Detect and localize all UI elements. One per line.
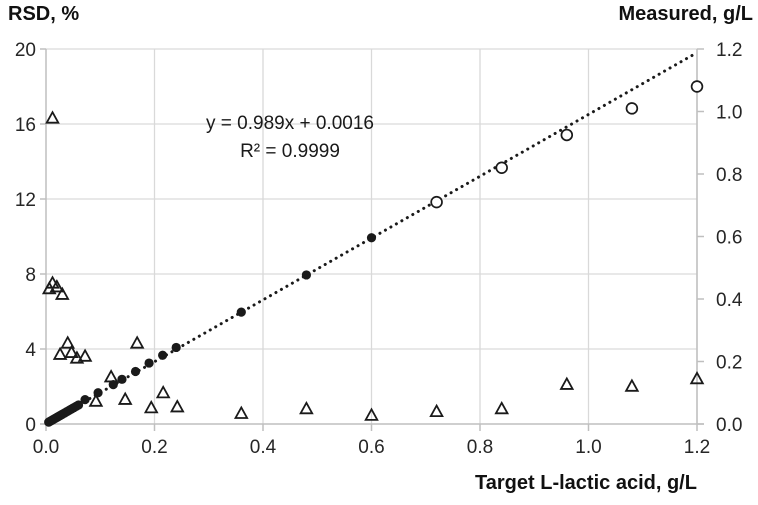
- regression-annotation: y = 0.989x + 0.0016 R² = 0.9999: [170, 110, 410, 165]
- left-axis-tick-label: 12: [15, 190, 36, 211]
- rsd-point: [60, 335, 76, 349]
- rsd-point: [54, 286, 70, 300]
- right-axis-tick-label: 0.2: [716, 353, 742, 374]
- x-axis-tick-label: 1.0: [575, 437, 601, 458]
- measured-point-open: [560, 128, 574, 142]
- rsd-point: [155, 385, 171, 399]
- rsd-point: [689, 370, 705, 385]
- measured-point-open: [495, 161, 508, 175]
- rsd-point: [117, 391, 133, 405]
- series-rsd-triangles: [41, 110, 705, 421]
- rsd-point: [143, 400, 159, 414]
- rsd-point: [77, 348, 93, 362]
- rsd-point: [559, 376, 575, 390]
- measured-point: [236, 307, 246, 317]
- measured-point: [80, 395, 90, 405]
- measured-point: [366, 233, 377, 243]
- left-axis-tick-label: 20: [15, 40, 36, 61]
- tick-marks: [40, 48, 704, 431]
- rsd-point: [69, 350, 85, 364]
- x-axis-tick-label: 1.2: [684, 437, 710, 458]
- rsd-point: [64, 344, 79, 358]
- x-axis-title: Target L-lactic acid, g/L: [475, 472, 697, 494]
- right-axis-tick-label: 1.0: [716, 103, 742, 124]
- left-axis-title: RSD, %: [8, 3, 80, 25]
- rsd-point: [299, 400, 314, 415]
- right-axis-tick-label: 0.8: [716, 165, 742, 186]
- rsd-point: [129, 335, 145, 349]
- rsd-point: [52, 346, 68, 360]
- right-axis-tick-label: 0.4: [716, 290, 743, 311]
- measured-point: [301, 270, 311, 280]
- left-axis-tick-label: 8: [25, 265, 36, 286]
- right-axis-title: Measured, g/L: [618, 3, 753, 25]
- series-measured-filled-circles: [44, 233, 377, 427]
- measured-point: [144, 358, 154, 368]
- left-axis-tick-label: 0: [25, 415, 36, 436]
- left-axis-tick-label: 4: [25, 340, 36, 361]
- rsd-point: [103, 369, 119, 383]
- x-axis-tick-label: 0.2: [141, 437, 167, 458]
- rsd-point: [494, 400, 510, 415]
- tick-labels: 0 4 8 12 16 20 0.0 0.2 0.4 0.6 0.8 1.0 1.2 0.0 0.2 0.4 0…: [15, 40, 743, 458]
- rsd-point: [429, 403, 444, 418]
- right-axis-tick-label: 1.2: [716, 40, 742, 61]
- measured-point: [117, 374, 127, 384]
- x-axis-tick-label: 0.4: [250, 437, 277, 458]
- rsd-point: [49, 279, 65, 293]
- rsd-point: [624, 378, 640, 392]
- x-axis-tick-label: 0.0: [33, 437, 59, 458]
- x-axis-tick-label: 0.6: [358, 437, 384, 458]
- measured-point: [73, 400, 84, 410]
- rsd-point: [364, 407, 379, 421]
- measured-point: [130, 366, 141, 377]
- rsd-point: [45, 110, 60, 124]
- measured-point: [108, 380, 118, 390]
- measured-point: [171, 342, 181, 353]
- measured-point-open: [690, 80, 704, 93]
- x-axis-tick-label: 0.8: [467, 437, 493, 458]
- series-measured-open-circles: [430, 80, 704, 209]
- rsd-point: [88, 393, 104, 407]
- trendline-dotted: [44, 51, 699, 425]
- measured-point-open: [430, 195, 443, 209]
- right-axis-tick-label: 0.6: [716, 228, 742, 249]
- regression-r2: R² = 0.9999: [240, 140, 340, 162]
- left-axis-tick-label: 16: [15, 115, 36, 136]
- right-axis-tick-label: 0.0: [716, 415, 742, 436]
- regression-equation: y = 0.989x + 0.0016: [206, 113, 374, 134]
- measured-point-open: [625, 102, 639, 115]
- rsd-point: [169, 399, 185, 413]
- rsd-point: [233, 405, 249, 419]
- measured-point: [158, 350, 168, 360]
